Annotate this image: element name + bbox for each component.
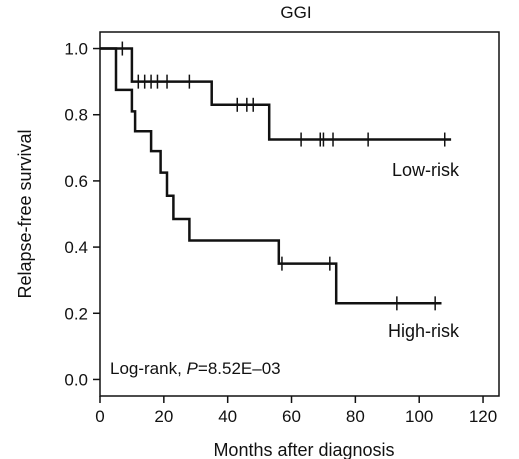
x-tick-label: 100	[405, 407, 433, 426]
annotation-value: =8.52E–03	[198, 359, 281, 378]
low-risk-curve	[100, 47, 452, 141]
x-tick-label: 40	[218, 407, 237, 426]
x-tick-label: 120	[469, 407, 497, 426]
low-risk-label: Low-risk	[392, 160, 460, 180]
x-tick-label: 80	[346, 407, 365, 426]
x-tick-label: 20	[154, 407, 173, 426]
high-risk-curve	[100, 47, 442, 305]
y-tick-label: 1.0	[64, 40, 88, 59]
y-tick-label: 0.2	[64, 304, 88, 323]
x-axis-label: Months after diagnosis	[213, 440, 394, 459]
y-tick-label: 0.6	[64, 172, 88, 191]
annotation-p: P	[187, 359, 199, 378]
log-rank-annotation: Log-rank, P=8.52E–03	[110, 359, 281, 378]
y-tick-label: 0.8	[64, 106, 88, 125]
x-tick-label: 60	[282, 407, 301, 426]
high-risk-label: High-risk	[388, 321, 460, 341]
x-tick-label: 0	[95, 407, 104, 426]
chart-title: GGI	[280, 3, 311, 22]
annotation-prefix: Log-rank,	[110, 359, 187, 378]
y-tick-label: 0.4	[64, 238, 88, 257]
y-tick-label: 0.0	[64, 370, 88, 389]
plot-frame	[99, 31, 500, 397]
y-axis-label: Relapse-free survival	[15, 129, 35, 298]
survival-curves	[100, 41, 452, 311]
axis-ticks: 0 20 40 60 80 100 120 0.0 0.2 0.4 0.6 0.8 1.0	[64, 40, 497, 426]
